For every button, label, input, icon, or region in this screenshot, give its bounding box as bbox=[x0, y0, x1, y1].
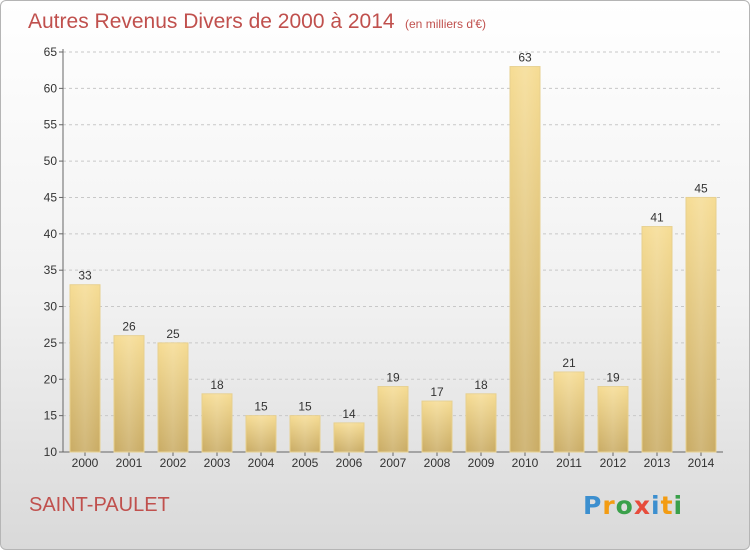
bar-value-label: 25 bbox=[166, 327, 180, 341]
x-tick-label: 2006 bbox=[336, 456, 363, 470]
bar-value-label: 33 bbox=[78, 269, 92, 283]
bar-highlight bbox=[158, 342, 188, 452]
bar-value-label: 15 bbox=[298, 400, 312, 414]
bar-value-label: 63 bbox=[518, 51, 532, 65]
proxiti-logo: Proxiti bbox=[583, 491, 683, 520]
bar-highlight bbox=[378, 386, 408, 452]
bar-layer bbox=[69, 66, 717, 453]
x-tick-label: 2013 bbox=[644, 456, 671, 470]
title-subtitle: (en milliers d'€) bbox=[405, 17, 486, 31]
logo-letter: i bbox=[651, 491, 661, 520]
bar-highlight bbox=[510, 66, 540, 452]
x-tick-label: 2008 bbox=[424, 456, 451, 470]
bar-highlight bbox=[642, 226, 672, 452]
y-tick-label: 65 bbox=[44, 45, 58, 59]
bar-highlight bbox=[422, 401, 452, 452]
bar-value-label: 17 bbox=[430, 385, 444, 399]
y-tick-label: 55 bbox=[44, 118, 58, 132]
bar-highlight bbox=[466, 393, 496, 452]
x-tick-label: 2011 bbox=[556, 456, 582, 470]
y-tick-label: 35 bbox=[44, 263, 58, 277]
y-tick-label: 15 bbox=[44, 409, 58, 423]
y-tick-label: 50 bbox=[44, 154, 58, 168]
logo-letter: o bbox=[615, 491, 634, 520]
bar-highlight bbox=[686, 197, 716, 452]
bar-highlight bbox=[334, 422, 364, 452]
chart-title: Autres Revenus Divers de 2000 à 2014 (en… bbox=[28, 10, 486, 34]
bar-value-label: 41 bbox=[650, 211, 664, 225]
bar-value-label: 18 bbox=[474, 378, 488, 392]
logo-letter: t bbox=[660, 491, 674, 520]
bar-value-label: 26 bbox=[122, 320, 136, 334]
bar-value-label: 14 bbox=[342, 407, 356, 421]
commune-name: SAINT-PAULET bbox=[29, 494, 170, 516]
y-tick-label: 45 bbox=[44, 190, 58, 204]
y-tick-label: 40 bbox=[44, 227, 58, 241]
x-tick-label: 2005 bbox=[292, 456, 319, 470]
bar-highlight bbox=[598, 386, 628, 452]
y-tick-label: 60 bbox=[44, 81, 58, 95]
x-tick-label: 2000 bbox=[72, 456, 99, 470]
logo-letter: r bbox=[602, 491, 616, 520]
x-tick-label: 2009 bbox=[468, 456, 495, 470]
bar-highlight bbox=[70, 284, 100, 452]
x-tick-label: 2001 bbox=[116, 456, 143, 470]
y-tick-label: 25 bbox=[44, 336, 58, 350]
x-tick-label: 2014 bbox=[688, 456, 715, 470]
title-main: Autres Revenus Divers de 2000 à 2014 bbox=[28, 10, 395, 33]
bar-value-label: 45 bbox=[694, 181, 708, 195]
x-tick-label: 2007 bbox=[380, 456, 407, 470]
x-tick-label: 2003 bbox=[204, 456, 231, 470]
y-tick-label: 20 bbox=[44, 372, 58, 386]
logo-letter: x bbox=[633, 491, 651, 520]
label-layer: 33 26 25 18 15 15 14 19 17 18 63 21 19 41 45 bbox=[78, 51, 708, 421]
axis-layer: 10 15 20 25 30 35 40 45 50 55 60 65 2000 2001 2002 2003… bbox=[44, 45, 723, 470]
bar-highlight bbox=[114, 335, 144, 452]
y-tick-label: 10 bbox=[44, 445, 58, 459]
bar-highlight bbox=[290, 415, 320, 452]
bar-value-label: 21 bbox=[562, 356, 576, 370]
y-tick-label: 30 bbox=[44, 300, 58, 314]
bar-value-label: 18 bbox=[210, 378, 224, 392]
bar-value-label: 19 bbox=[606, 371, 620, 385]
x-tick-label: 2004 bbox=[248, 456, 275, 470]
logo-letter: i bbox=[673, 491, 684, 520]
bar-highlight bbox=[202, 393, 232, 452]
bar-value-label: 19 bbox=[386, 371, 400, 385]
logo-letter: P bbox=[583, 491, 603, 520]
x-tick-label: 2010 bbox=[512, 456, 539, 470]
bar-highlight bbox=[246, 415, 276, 452]
bar-value-label: 15 bbox=[254, 400, 268, 414]
bar-highlight bbox=[554, 372, 584, 452]
x-tick-label: 2012 bbox=[600, 456, 627, 470]
x-tick-label: 2002 bbox=[160, 456, 187, 470]
